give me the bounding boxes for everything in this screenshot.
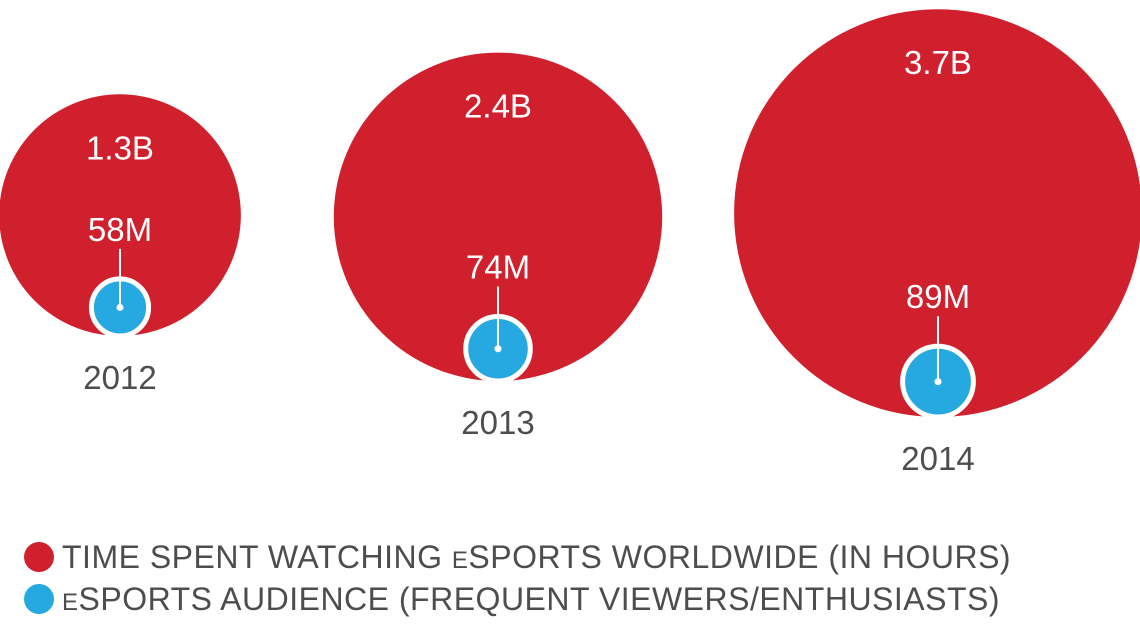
label-audience-2013: 74M [466, 248, 530, 285]
label-audience-2014: 89M [906, 278, 970, 315]
legend-swatch-red [24, 542, 54, 572]
bubble-hours-2012 [0, 94, 241, 336]
legend: TIME SPENT WATCHING ESPORTS WORLDWIDE (I… [24, 536, 1011, 620]
label-hours-2012: 1.3B [86, 129, 154, 166]
bubble-hours-2013 [333, 52, 663, 381]
leader-dot-2012 [116, 303, 124, 311]
leader-dot-2013 [494, 345, 502, 353]
label-hours-2013: 2.4B [464, 88, 532, 125]
legend-label-time-spent: TIME SPENT WATCHING ESPORTS WORLDWIDE (I… [62, 538, 1012, 575]
label-hours-2014: 3.7B [904, 44, 972, 81]
label-audience-2012: 58M [88, 211, 152, 248]
legend-swatch-blue [24, 584, 54, 614]
year-label-2012: 2012 [83, 359, 156, 396]
legend-item-audience: ESPORTS AUDIENCE (FREQUENT VIEWERS/ENTHU… [24, 578, 1011, 620]
year-label-2013: 2013 [461, 404, 534, 441]
year-label-2014: 2014 [901, 440, 974, 477]
legend-item-time-spent: TIME SPENT WATCHING ESPORTS WORLDWIDE (I… [24, 536, 1011, 578]
bubble-hours-2014 [734, 9, 1140, 417]
legend-label-audience: ESPORTS AUDIENCE (FREQUENT VIEWERS/ENTHU… [62, 580, 1001, 617]
leader-dot-2014 [934, 378, 942, 386]
